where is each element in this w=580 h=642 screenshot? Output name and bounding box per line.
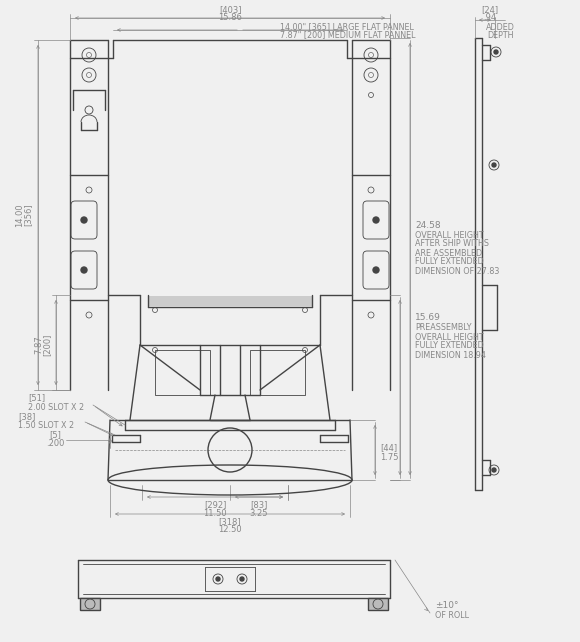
Circle shape [373,217,379,223]
Text: .94: .94 [484,13,496,22]
Text: DEPTH: DEPTH [487,31,513,40]
Text: 12.50: 12.50 [218,526,242,535]
Text: [24]: [24] [481,6,499,15]
Bar [250,350,305,395]
Text: 11.50: 11.50 [203,508,227,517]
Text: [5]: [5] [49,431,61,440]
Text: 1.75: 1.75 [380,453,398,462]
Text: [318]: [318] [219,517,241,526]
Circle shape [373,267,379,273]
Text: 14.00: 14.00 [16,203,24,227]
Circle shape [81,267,87,273]
Text: 7.87" [200] MEDIUM FLAT PANNEL: 7.87" [200] MEDIUM FLAT PANNEL [280,31,415,40]
Text: 1.50 SLOT X 2: 1.50 SLOT X 2 [18,422,74,431]
Text: DIMENSION 18.94: DIMENSION 18.94 [415,351,486,360]
Bar [80,598,100,610]
Text: OF ROLL: OF ROLL [435,611,469,620]
Text: 3.25: 3.25 [250,508,268,517]
Circle shape [494,50,498,54]
Text: [83]: [83] [251,501,268,510]
Circle shape [216,577,220,581]
Text: [38]: [38] [18,413,35,422]
Text: FULLY EXTENDED: FULLY EXTENDED [415,342,484,351]
Text: 2.00 SLOT X 2: 2.00 SLOT X 2 [28,403,84,412]
Text: [51]: [51] [28,394,45,403]
Circle shape [81,217,87,223]
Text: ±10°: ±10° [435,602,459,611]
Text: [44]: [44] [380,444,397,453]
Circle shape [492,163,496,167]
Bar [155,350,210,395]
Text: AFTER SHIP WITHS: AFTER SHIP WITHS [415,239,489,248]
Text: 7.87: 7.87 [34,336,44,354]
Text: 15.69: 15.69 [415,313,441,322]
Text: 14.00" [365] LARGE FLAT PANNEL: 14.00" [365] LARGE FLAT PANNEL [280,22,414,31]
Circle shape [240,577,244,581]
Text: [403]: [403] [219,6,241,15]
Text: OVERALL HEIGHT: OVERALL HEIGHT [415,333,484,342]
Text: 15.86: 15.86 [218,13,242,22]
Text: PREASSEMBLY: PREASSEMBLY [415,324,472,333]
Text: OVERALL HEIGHT: OVERALL HEIGHT [415,230,484,239]
Text: [292]: [292] [204,501,226,510]
Text: ADDED: ADDED [485,24,514,33]
Text: FULLY EXTENDED: FULLY EXTENDED [415,257,484,266]
Bar [149,296,312,306]
Bar [368,598,388,610]
Text: ARE ASSEMBLED: ARE ASSEMBLED [415,248,482,257]
Text: [200]: [200] [42,334,52,356]
Text: .200: .200 [46,438,64,447]
Text: DIMENSION OF 27.83: DIMENSION OF 27.83 [415,266,499,275]
Text: [356]: [356] [24,204,32,227]
Text: 24.58: 24.58 [415,220,441,229]
Circle shape [492,468,496,472]
